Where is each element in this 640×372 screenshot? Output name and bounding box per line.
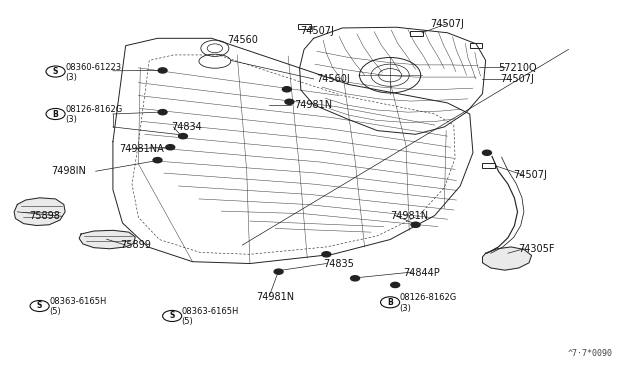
Text: 75899: 75899: [120, 240, 150, 250]
Text: 08126-8162G
(3): 08126-8162G (3): [65, 105, 122, 125]
Bar: [298, 23, 311, 29]
Text: 74507J: 74507J: [300, 26, 333, 36]
Text: S: S: [170, 311, 175, 320]
Text: 74844P: 74844P: [404, 268, 440, 278]
Circle shape: [483, 150, 492, 155]
Text: 74981N: 74981N: [294, 100, 333, 110]
Text: 08363-6165H
(5): 08363-6165H (5): [182, 307, 239, 326]
Polygon shape: [483, 247, 532, 270]
Polygon shape: [14, 198, 65, 225]
Circle shape: [158, 110, 167, 115]
Text: 74560: 74560: [227, 35, 258, 45]
Circle shape: [158, 68, 167, 73]
Circle shape: [285, 99, 294, 105]
Text: 75898: 75898: [29, 211, 60, 221]
Text: 08360-61223
(3): 08360-61223 (3): [65, 62, 121, 82]
Circle shape: [322, 252, 331, 257]
Text: B: B: [387, 298, 393, 307]
Bar: [483, 163, 495, 168]
Text: 74305F: 74305F: [518, 244, 555, 254]
Circle shape: [411, 222, 420, 227]
Circle shape: [274, 269, 283, 274]
Text: 74507J: 74507J: [513, 170, 547, 180]
Text: 74981N: 74981N: [257, 292, 294, 302]
Text: 08363-6165H
(5): 08363-6165H (5): [49, 297, 106, 317]
Circle shape: [179, 134, 188, 139]
Circle shape: [153, 158, 162, 163]
Bar: [410, 31, 423, 36]
Text: 74981N: 74981N: [390, 211, 428, 221]
Text: S: S: [53, 67, 58, 76]
Bar: [470, 43, 483, 48]
Text: S: S: [37, 301, 42, 311]
Circle shape: [391, 282, 399, 288]
Text: 74981NA: 74981NA: [119, 144, 164, 154]
Text: 74835: 74835: [324, 259, 355, 269]
Text: 74834: 74834: [171, 122, 202, 132]
Text: ^7·7*0090: ^7·7*0090: [568, 349, 613, 358]
Text: B: B: [52, 109, 58, 119]
Text: 7498IN: 7498IN: [51, 166, 86, 176]
Text: 74507J: 74507J: [431, 19, 465, 29]
Circle shape: [351, 276, 360, 281]
Circle shape: [166, 145, 175, 150]
Text: 74560J: 74560J: [316, 74, 349, 84]
Text: 74507J: 74507J: [500, 74, 534, 84]
Text: 08126-8162G
(3): 08126-8162G (3): [399, 294, 457, 313]
Circle shape: [282, 87, 291, 92]
Polygon shape: [79, 230, 135, 249]
Text: 57210Q: 57210Q: [498, 63, 537, 73]
